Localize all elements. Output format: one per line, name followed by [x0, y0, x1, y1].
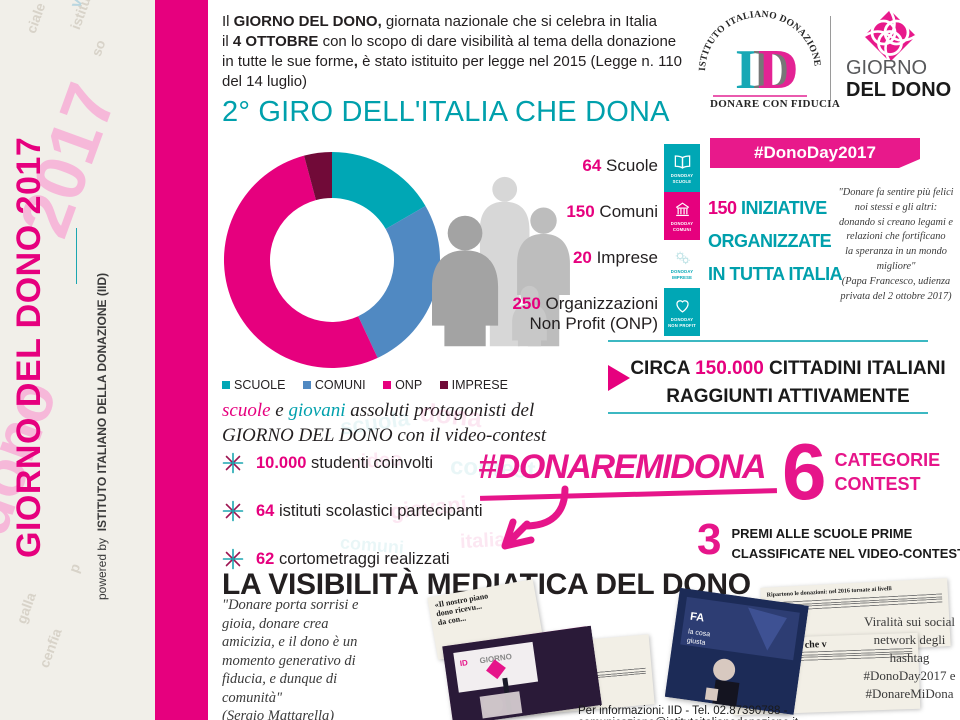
- svg-text:DEL DONO: DEL DONO: [846, 79, 951, 101]
- svg-text:GIORNO: GIORNO: [846, 57, 927, 79]
- svg-text:FA: FA: [689, 611, 705, 625]
- svg-text:D: D: [758, 39, 798, 101]
- svg-text:DONARE CON FIDUCIA: DONARE CON FIDUCIA: [710, 98, 840, 108]
- svg-text:ID: ID: [459, 658, 468, 668]
